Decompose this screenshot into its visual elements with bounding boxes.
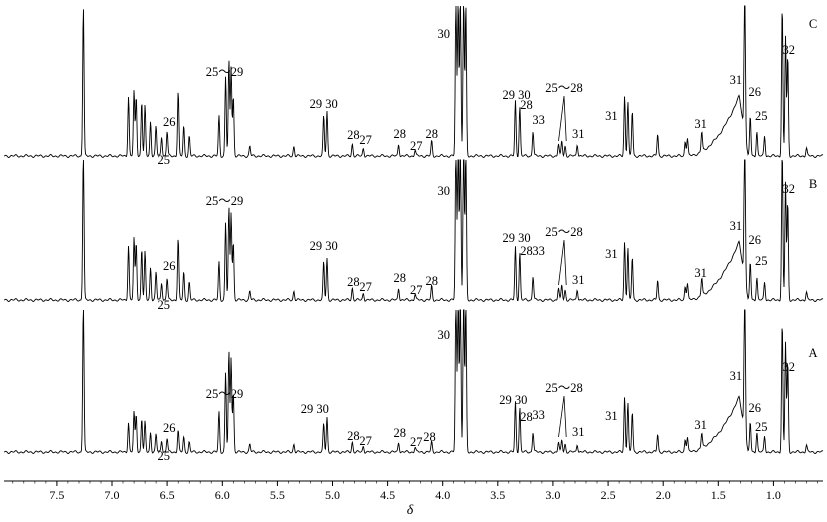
peak-annotation: 27 — [410, 283, 423, 297]
peak-annotation: 25 — [158, 298, 171, 312]
peak-annotation: 29 30 — [301, 402, 329, 416]
peak-annotation: 25 — [755, 254, 768, 268]
x-axis-ticks: 7.5 7.0 6.5 6.0 5.5 5.0 4.5 4.0 3.5 3.0 2.5 2.0 1.5 1… — [12, 481, 818, 502]
peak-annotation: 28 — [520, 98, 533, 112]
x-tick-label: 3.5 — [490, 488, 505, 502]
spectrum-line-a — [3, 309, 824, 454]
spectrum-line-b — [3, 159, 824, 302]
peak-annotation: 32 — [783, 43, 796, 57]
peak-annotation: 30 — [438, 328, 451, 342]
x-tick-label: 5.5 — [270, 488, 285, 502]
peak-annotation: 31 — [572, 425, 585, 439]
peak-annotation: 26 — [163, 421, 176, 435]
peak-annotation: 27 — [359, 133, 372, 147]
x-axis-title: δ — [407, 503, 414, 518]
x-tick-label: 4.5 — [380, 488, 395, 502]
peak-annotation: 32 — [783, 360, 796, 374]
peak-annotation: 25～28 — [545, 225, 583, 239]
x-tick-label: 2.5 — [601, 488, 616, 502]
peak-annotation: 33 — [532, 244, 545, 258]
peak-annotation: 29 30 — [310, 97, 338, 111]
peak-annotation: 31 — [730, 369, 743, 383]
peak-annotation: 29 30 — [503, 231, 531, 245]
peak-annotation: 33 — [532, 113, 545, 127]
x-tick-label: 2.0 — [656, 488, 671, 502]
peak-annotation: 28 — [347, 429, 360, 443]
range-bracket — [558, 95, 567, 142]
peak-annotation: 31 — [572, 273, 585, 287]
x-tick-label: 7.0 — [105, 488, 120, 502]
peak-annotation: 25 — [158, 153, 171, 167]
peak-annotation: 25～29 — [206, 194, 244, 208]
peak-annotation: 25～29 — [206, 65, 244, 79]
x-tick-label: 1.5 — [711, 488, 726, 502]
peak-annotation: 28 — [425, 274, 438, 288]
peak-annotation: 31 — [694, 418, 707, 432]
peak-annotation: 30 — [438, 27, 451, 41]
spectrum-label-a: A — [808, 346, 817, 360]
spectrum-label-c: C — [809, 17, 817, 31]
peak-annotation: 26 — [748, 233, 761, 247]
peak-annotation: 28 — [520, 244, 533, 258]
spectrum-line-c — [3, 5, 824, 158]
peak-annotation: 28 — [520, 410, 533, 424]
peak-annotation: 28 — [393, 271, 406, 285]
range-bracket — [558, 395, 567, 438]
peak-annotation: 26 — [163, 259, 176, 273]
peak-annotation: 25 — [755, 420, 768, 434]
peak-annotation: 31 — [605, 409, 618, 423]
range-bracket — [558, 239, 567, 286]
x-axis: 7.5 7.0 6.5 6.0 5.5 5.0 4.5 4.0 3.5 3.0 2.5 2.0 1.5 1… — [4, 480, 823, 502]
x-tick-label: 6.0 — [215, 488, 230, 502]
peak-annotation: 26 — [748, 401, 761, 415]
peak-annotation: 25～29 — [206, 387, 244, 401]
peak-annotation: 29 30 — [499, 393, 527, 407]
peak-annotation: 28 — [393, 127, 406, 141]
x-tick-label: 5.0 — [325, 488, 340, 502]
x-tick-label: 3.0 — [545, 488, 560, 502]
x-tick-label: 6.5 — [160, 488, 175, 502]
peak-annotation: 32 — [783, 182, 796, 196]
peak-annotation: 25 — [158, 449, 171, 463]
peak-annotation: 27 — [359, 434, 372, 448]
peak-annotation: 25 — [755, 109, 768, 123]
x-tick-label: 4.0 — [435, 488, 450, 502]
peak-annotation: 28 — [425, 127, 438, 141]
x-tick-label: 1.0 — [766, 488, 781, 502]
spectra-layer — [3, 5, 824, 454]
peak-annotation: 31 — [730, 219, 743, 233]
peak-annotation: 29 30 — [503, 88, 531, 102]
peak-annotation: 31 — [694, 266, 707, 280]
peak-annotation: 28 — [347, 275, 360, 289]
peak-annotation: 27 — [410, 139, 423, 153]
peak-annotation: 28 — [423, 430, 436, 444]
peak-annotation: 33 — [532, 408, 545, 422]
peak-annotation: 26 — [748, 85, 761, 99]
peak-annotation: 31 — [694, 117, 707, 131]
peak-annotation: 28 — [393, 426, 406, 440]
peak-annotation: 31 — [572, 127, 585, 141]
peak-annotation: 31 — [605, 247, 618, 261]
peak-annotation: 27 — [359, 280, 372, 294]
peak-annotation: 30 — [438, 184, 451, 198]
peak-annotation: 31 — [730, 73, 743, 87]
peak-annotation: 25～28 — [545, 81, 583, 95]
peak-annotation: 27 — [410, 435, 423, 449]
peak-annotation: 28 — [347, 128, 360, 142]
peak-annotation: 25～28 — [545, 381, 583, 395]
peak-annotation: 26 — [163, 115, 176, 129]
spectrum-label-b: B — [809, 177, 817, 191]
peak-annotation: 31 — [605, 109, 618, 123]
x-tick-label: 7.5 — [49, 488, 64, 502]
peak-annotation: 29 30 — [310, 239, 338, 253]
